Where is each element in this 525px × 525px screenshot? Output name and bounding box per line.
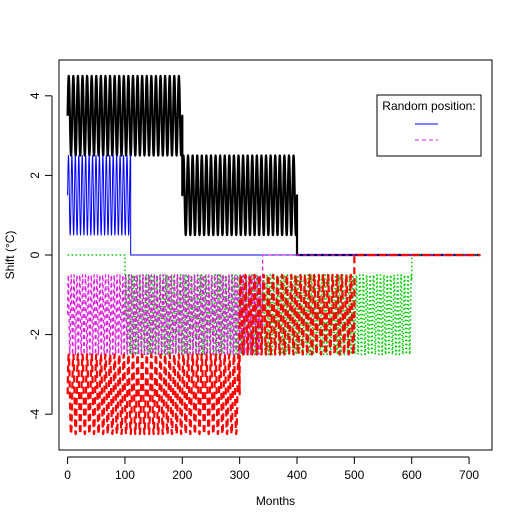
x-axis: 0 100 200 300 400 500 600 700 xyxy=(64,456,479,482)
series-line-3 xyxy=(66,254,481,356)
x-tick-label: 600 xyxy=(402,468,422,482)
x-axis-label: Months xyxy=(256,494,295,508)
x-tick-label: 400 xyxy=(287,468,307,482)
y-tick-label: -2 xyxy=(28,329,42,340)
x-tick-label: 0 xyxy=(64,468,71,482)
y-axis-label: Shift (°C) xyxy=(3,231,17,280)
series-layer xyxy=(66,74,481,436)
y-tick-label: -4 xyxy=(28,409,42,420)
y-tick-label: 0 xyxy=(28,251,42,258)
x-tick-label: 100 xyxy=(115,468,135,482)
y-tick-label: 4 xyxy=(28,92,42,99)
plot-frame xyxy=(58,59,493,451)
x-tick-label: 300 xyxy=(230,468,250,482)
series-line-0 xyxy=(66,74,481,257)
legend-box xyxy=(376,94,482,157)
legend-entries xyxy=(415,123,438,141)
series-line-1 xyxy=(67,155,481,256)
x-tick-label: 700 xyxy=(459,468,479,482)
x-tick-label: 500 xyxy=(344,468,364,482)
legend-title: Random position: xyxy=(382,99,475,113)
y-axis: -4 -2 0 2 4 xyxy=(28,92,53,420)
y-tick-label: 2 xyxy=(28,172,42,179)
legend: Random position: xyxy=(376,94,482,157)
x-tick-label: 200 xyxy=(172,468,192,482)
series-line-4 xyxy=(66,253,481,436)
